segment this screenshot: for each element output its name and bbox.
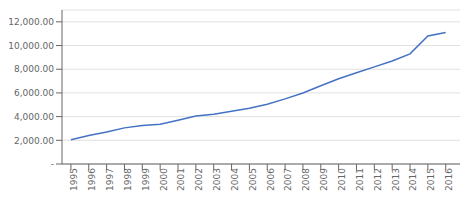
svg-text:2007: 2007 [283,168,293,191]
svg-text:2004: 2004 [230,168,240,191]
svg-text:2015: 2015 [426,168,436,191]
svg-text:1996: 1996 [87,168,97,191]
svg-text:2016: 2016 [444,168,454,191]
svg-text:1997: 1997 [105,168,115,191]
svg-text:2012: 2012 [373,168,383,191]
svg-text:1995: 1995 [69,168,79,191]
svg-text:12,000.00: 12,000.00 [8,17,54,27]
svg-text:2000: 2000 [159,168,169,191]
svg-text:2003: 2003 [212,168,222,191]
svg-text:1999: 1999 [141,168,151,191]
svg-text:2011: 2011 [355,168,365,191]
svg-text:2009: 2009 [319,168,329,191]
svg-text:2,000.00: 2,000.00 [14,136,54,146]
svg-text:8,000.00: 8,000.00 [14,64,54,74]
svg-text:2013: 2013 [391,168,401,191]
svg-text:-: - [51,159,54,169]
svg-text:2014: 2014 [408,168,418,191]
svg-text:1998: 1998 [123,168,133,191]
svg-text:2001: 2001 [176,168,186,191]
svg-text:2006: 2006 [266,168,276,191]
svg-text:2005: 2005 [248,168,258,191]
svg-text:4,000.00: 4,000.00 [14,112,54,122]
svg-text:2002: 2002 [194,168,204,191]
svg-text:2008: 2008 [301,168,311,191]
svg-text:6,000.00: 6,000.00 [14,88,54,98]
svg-text:2010: 2010 [337,168,347,191]
svg-text:10,000.00: 10,000.00 [8,41,54,51]
